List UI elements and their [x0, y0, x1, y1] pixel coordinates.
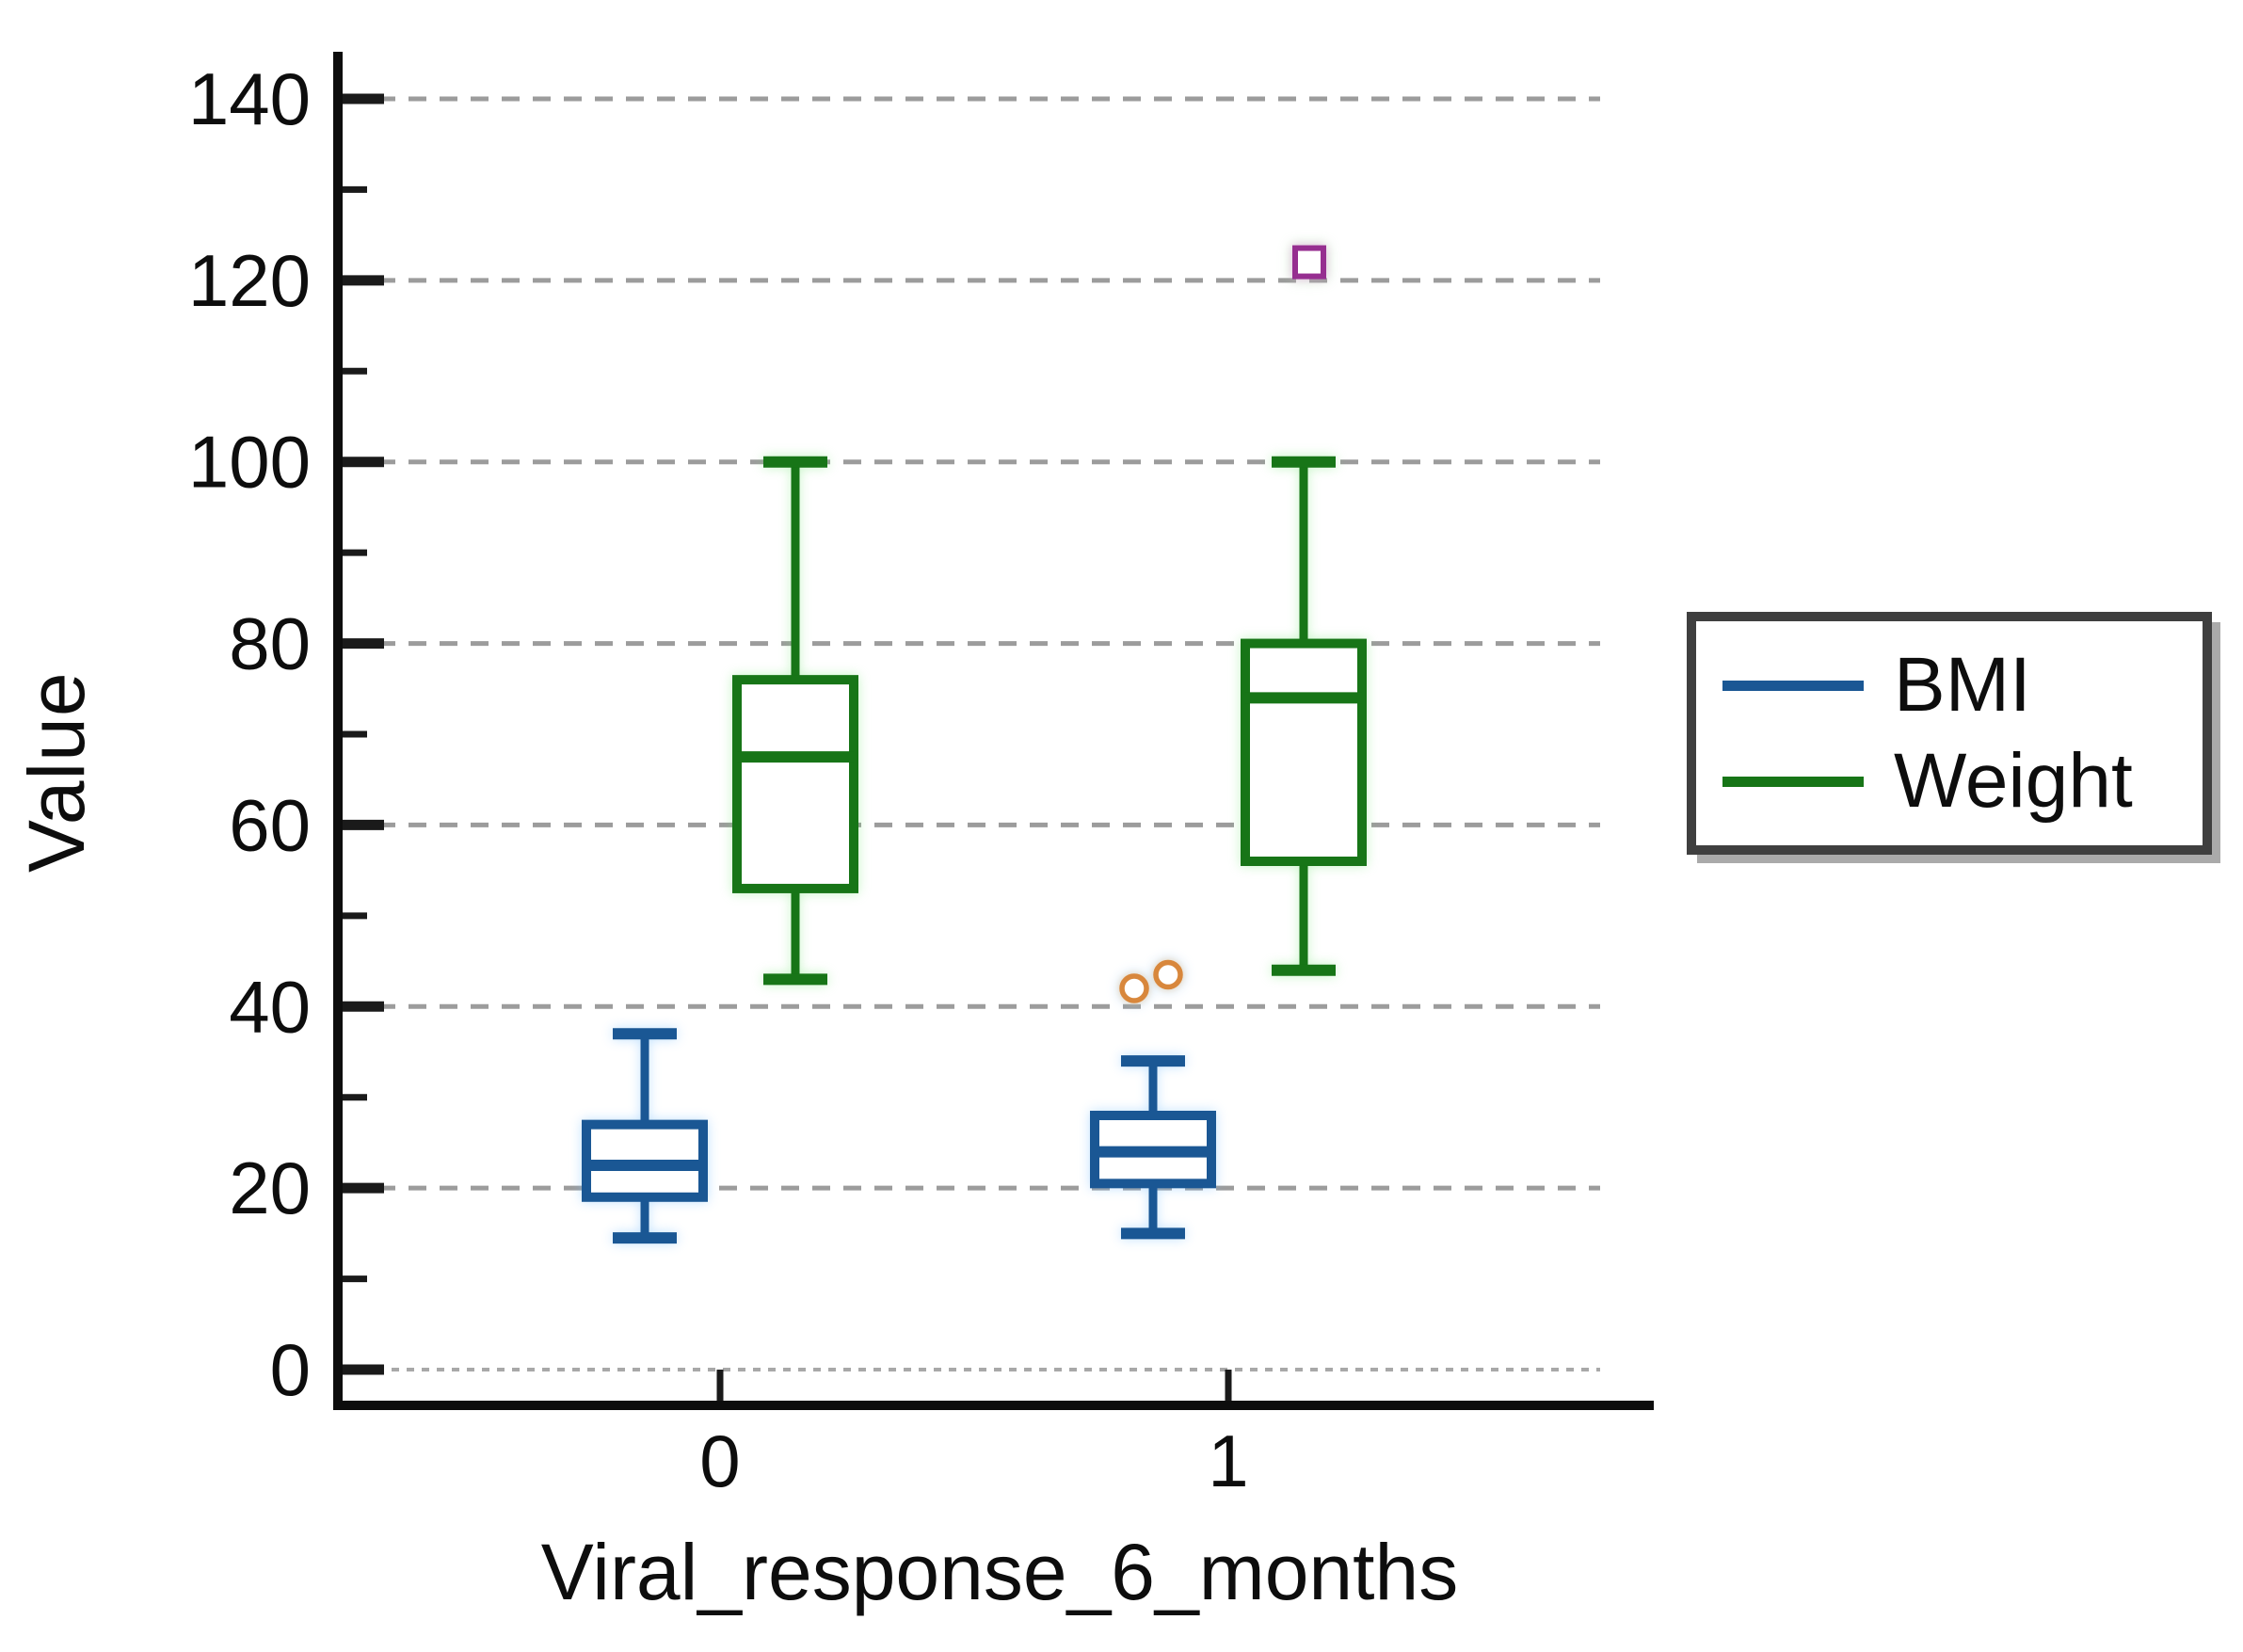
- legend: BMI Weight: [1687, 612, 2212, 855]
- box-bmi-1: [1090, 1055, 1216, 1240]
- legend-item-weight: Weight: [1696, 743, 2203, 820]
- x-axis-title: Viral_response_6_months: [540, 1528, 1459, 1616]
- box-weight-1: [1241, 456, 1367, 976]
- x-axis-line: [333, 1401, 1654, 1410]
- legend-swatch-bmi: [1722, 680, 1864, 691]
- y-axis-line: [333, 52, 343, 1410]
- legend-swatch-weight: [1722, 776, 1864, 787]
- iqr-box: [732, 675, 858, 893]
- legend-label-bmi: BMI: [1894, 642, 2031, 728]
- y-tick-label: 0: [270, 1328, 311, 1411]
- y-axis-title: Value: [12, 671, 101, 873]
- iqr-box: [1241, 638, 1367, 866]
- legend-label-weight: Weight: [1894, 738, 2133, 824]
- box-weight-0: [732, 456, 858, 986]
- x-tick-label: 0: [699, 1419, 740, 1502]
- y-tick-label: 40: [229, 965, 311, 1048]
- y-tick-label: 60: [229, 783, 311, 866]
- y-tick-label: 80: [229, 602, 311, 685]
- outlier-circle: [1153, 959, 1183, 990]
- outlier-square: [1292, 245, 1326, 280]
- series-bmi: [582, 959, 1216, 1244]
- box-bmi-0: [582, 1028, 708, 1244]
- outlier-circle: [1119, 973, 1149, 1003]
- y-tick-label: 120: [188, 239, 311, 322]
- series-weight: [732, 245, 1367, 986]
- legend-item-bmi: BMI: [1696, 647, 2203, 724]
- y-tick-label: 140: [188, 57, 311, 140]
- y-tick-label: 100: [188, 421, 311, 504]
- y-tick-label: 20: [229, 1147, 311, 1229]
- x-tick-label: 1: [1208, 1419, 1248, 1502]
